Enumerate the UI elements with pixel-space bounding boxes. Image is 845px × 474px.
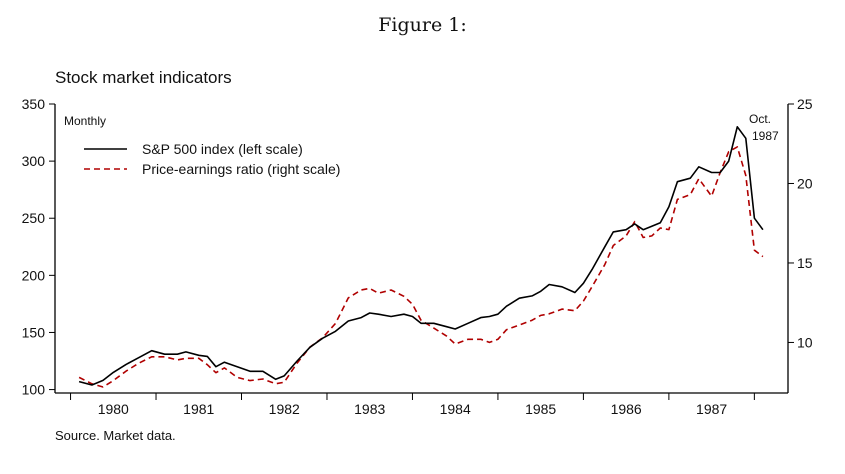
- right-tick-label: 15: [797, 255, 813, 271]
- annotation-month: Oct.: [749, 112, 771, 126]
- x-tick-label: 1984: [440, 401, 471, 417]
- right-tick-label: 25: [797, 96, 813, 112]
- chart-subtitle: Monthly: [64, 114, 106, 128]
- annotation-year: 1987: [752, 129, 779, 143]
- left-axis: 100 150 200 250 300 350: [22, 96, 55, 398]
- plot-frame: [54, 104, 789, 394]
- x-tick-label: 1983: [354, 401, 385, 417]
- left-tick-label: 200: [22, 267, 46, 283]
- series-line-sp500: [78, 126, 764, 386]
- right-tick-label: 10: [797, 334, 813, 350]
- series-layer: [78, 126, 764, 388]
- source-note: Source. Market data.: [55, 428, 176, 443]
- legend-label-sp500: S&P 500 index (left scale): [142, 141, 303, 157]
- x-tick-label: 1985: [525, 401, 556, 417]
- left-tick-label: 350: [22, 96, 46, 112]
- left-tick-label: 300: [22, 153, 46, 169]
- x-axis: 1980 1981 1982 1983 1984 1985 1986 1987: [70, 393, 755, 417]
- x-tick-label: 1982: [269, 401, 300, 417]
- left-tick-label: 100: [22, 382, 46, 398]
- x-tick-label: 1986: [611, 401, 642, 417]
- right-tick-label: 20: [797, 175, 813, 191]
- left-tick-label: 250: [22, 210, 46, 226]
- legend-label-pe: Price-earnings ratio (right scale): [142, 161, 340, 177]
- chart-title: Stock market indicators: [55, 68, 232, 87]
- legend: S&P 500 index (left scale) Price-earning…: [84, 141, 340, 177]
- series-line-pe: [78, 146, 764, 388]
- right-axis: 10 15 20 25: [788, 96, 813, 350]
- left-tick-label: 150: [22, 324, 46, 340]
- x-tick-label: 1987: [696, 401, 727, 417]
- x-tick-label: 1980: [98, 401, 129, 417]
- figure-title: Figure 1:: [378, 14, 467, 36]
- x-tick-label: 1981: [183, 401, 214, 417]
